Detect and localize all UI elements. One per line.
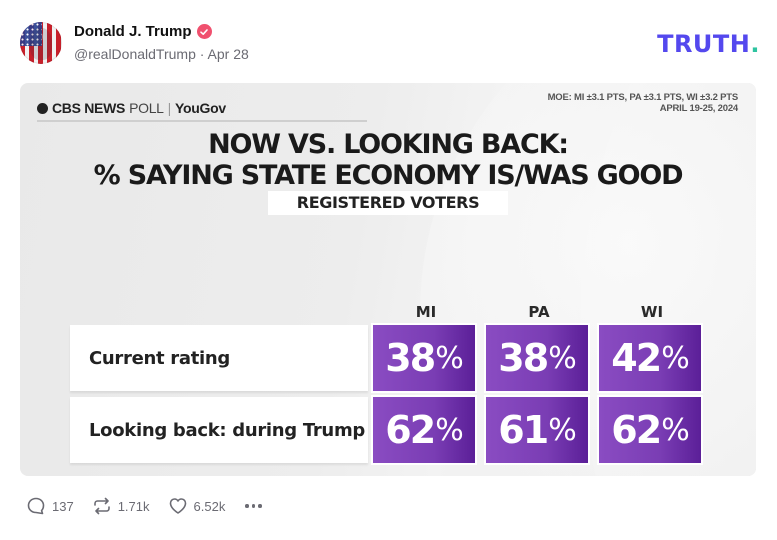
cell-lookback-pa: 61%: [484, 395, 590, 465]
post-header: Donald J. Trump @realDonaldTrump · Apr 2…: [20, 20, 760, 66]
graphic-title: NOW VS. LOOKING BACK: % SAYING STATE ECO…: [20, 129, 756, 191]
like-count: 6.52k: [193, 498, 226, 514]
reply-button[interactable]: 137: [26, 496, 74, 516]
title-line-2: % SAYING STATE ECONOMY IS/WAS GOOD: [93, 160, 684, 191]
poll-date-range: APRIL 19-25, 2024: [659, 103, 738, 114]
more-options-icon[interactable]: [245, 504, 262, 508]
percent-sign: %: [435, 340, 463, 376]
cell-lookback-wi: 62%: [597, 395, 703, 465]
post-actions: 137 1.71k 6.52k: [26, 496, 262, 516]
heart-icon: [169, 498, 186, 514]
row-label-looking-back: Looking back: during Trump: [70, 397, 368, 463]
author-name-row: Donald J. Trump: [74, 23, 212, 40]
cell-current-wi: 42%: [597, 323, 703, 393]
verified-badge-icon: [196, 24, 212, 39]
percent-sign: %: [661, 412, 689, 448]
logo-dot: .: [750, 30, 760, 58]
column-header-mi: MI: [415, 303, 437, 321]
cell-value: 62: [385, 408, 436, 452]
author-display-name[interactable]: Donald J. Trump: [74, 23, 192, 40]
post-date[interactable]: Apr 28: [207, 46, 249, 62]
brand-cbs: CBS NEWS: [52, 100, 126, 116]
cell-current-pa: 38%: [484, 323, 590, 393]
retruth-button[interactable]: 1.71k: [92, 496, 150, 516]
reply-count: 137: [52, 498, 74, 514]
logo-text: TRUTH: [657, 30, 751, 58]
author-handle-row: @realDonaldTrump · Apr 28: [74, 46, 249, 62]
cell-value: 61: [498, 408, 549, 452]
cbs-eye-icon: [37, 102, 48, 114]
cell-lookback-mi: 62%: [371, 395, 477, 465]
percent-sign: %: [435, 412, 463, 448]
cell-value: 38: [498, 336, 549, 380]
retruth-count: 1.71k: [117, 498, 150, 514]
post-media-image[interactable]: CBS NEWS POLL | YouGov MOE: MI ±3.1 PTS,…: [20, 83, 756, 476]
avatar[interactable]: [20, 22, 62, 64]
truth-social-logo[interactable]: TRUTH.: [657, 30, 760, 58]
row-label-current: Current rating: [70, 325, 368, 391]
percent-sign: %: [661, 340, 689, 376]
retruth-icon: [93, 497, 110, 515]
cell-current-mi: 38%: [371, 323, 477, 393]
percent-sign: %: [548, 340, 576, 376]
column-header-wi: WI: [640, 303, 664, 321]
brand-separator: |: [167, 100, 172, 116]
margin-of-error: MOE: MI ±3.1 PTS, PA ±3.1 PTS, WI ±3.2 P…: [547, 92, 739, 103]
cell-value: 42: [611, 336, 662, 380]
poll-brand: CBS NEWS POLL | YouGov: [37, 100, 226, 116]
separator: ·: [199, 46, 205, 62]
poll-meta: MOE: MI ±3.1 PTS, PA ±3.1 PTS, WI ±3.2 P…: [547, 92, 739, 114]
title-line-1: NOW VS. LOOKING BACK:: [208, 129, 569, 160]
cell-value: 62: [611, 408, 662, 452]
brand-yougov: YouGov: [175, 100, 226, 116]
reply-icon: [27, 497, 45, 515]
author-handle[interactable]: @realDonaldTrump: [74, 46, 196, 62]
graphic-subtitle: REGISTERED VOTERS: [268, 191, 508, 215]
cell-value: 38: [385, 336, 436, 380]
like-button[interactable]: 6.52k: [168, 496, 226, 516]
percent-sign: %: [548, 412, 576, 448]
column-header-pa: PA: [528, 303, 550, 321]
brand-divider: [37, 120, 367, 122]
brand-poll: POLL: [129, 100, 164, 116]
